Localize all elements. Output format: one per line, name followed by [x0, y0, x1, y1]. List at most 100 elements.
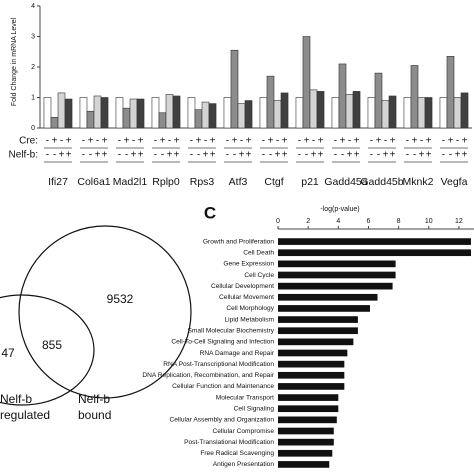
set-circle: [18, 225, 192, 399]
condition-sign: +: [210, 136, 216, 147]
bar: [79, 97, 88, 129]
condition-sign: +: [354, 150, 360, 161]
bar: [278, 305, 370, 312]
x-tick-label: Rplp0: [152, 176, 180, 188]
bar: [403, 97, 412, 129]
condition-sign: +: [59, 150, 65, 161]
bar: [295, 97, 304, 129]
y-tick-label: 2: [31, 64, 35, 71]
condition-sign: -: [204, 136, 207, 147]
y-axis-title: Fold Change in mRNA Level: [11, 17, 18, 106]
condition-sign: +: [448, 136, 454, 147]
bar: [417, 97, 426, 129]
condition-sign: +: [304, 136, 310, 147]
condition-sign: +: [282, 136, 288, 147]
bar: [194, 109, 203, 129]
condition-sign: -: [89, 150, 92, 161]
condition-sign: +: [138, 150, 144, 161]
condition-sign: +: [174, 150, 180, 161]
bar: [266, 75, 275, 129]
y-tick-label: Cellular Development: [211, 283, 274, 290]
bar: [165, 94, 174, 129]
bar: [410, 65, 419, 129]
condition-sign: -: [406, 136, 409, 147]
condition-sign: -: [53, 150, 56, 161]
condition-sign: +: [196, 136, 202, 147]
condition-sign: -: [348, 136, 351, 147]
bar: [201, 101, 210, 129]
condition-sign: +: [318, 150, 324, 161]
bar: [278, 394, 339, 401]
condition-label: Nelf-b:: [9, 150, 38, 161]
condition-sign: +: [232, 136, 238, 147]
y-tick-label: Cellular Function and Maintenance: [172, 383, 274, 390]
condition-sign: -: [384, 136, 387, 147]
y-tick-label: RNA Damage and Repair: [200, 350, 275, 357]
condition-sign: +: [455, 150, 461, 161]
bar: [367, 97, 376, 129]
condition-sign: +: [282, 150, 288, 161]
condition-sign: -: [449, 150, 452, 161]
y-tick-label: 0: [31, 125, 35, 132]
condition-sign: -: [240, 136, 243, 147]
bar: [57, 92, 66, 129]
condition-sign: +: [95, 150, 101, 161]
condition-sign: -: [82, 150, 85, 161]
y-tick-label: Cellular Assembly and Organization: [170, 417, 275, 424]
condition-sign: -: [46, 150, 49, 161]
bar: [278, 249, 471, 257]
x-tick-label: Ifi27: [48, 176, 68, 188]
condition-sign: +: [88, 136, 94, 147]
condition-sign: +: [426, 150, 432, 161]
condition-sign: +: [318, 136, 324, 147]
condition-sign: +: [347, 150, 353, 161]
condition-sign: +: [131, 150, 137, 161]
y-tick-label: Cell Morphology: [226, 305, 274, 312]
set-count: 9532: [107, 292, 134, 306]
bar: [100, 97, 109, 129]
condition-sign: -: [226, 136, 229, 147]
x-tick-label: 12: [455, 218, 463, 225]
bar: [43, 97, 52, 129]
set-label: Nelf-b: [0, 392, 32, 406]
condition-sign: +: [160, 136, 166, 147]
condition-sign: -: [312, 136, 315, 147]
condition-sign: -: [118, 150, 121, 161]
condition-sign: -: [161, 150, 164, 161]
y-tick-label: 1: [31, 94, 35, 101]
condition-sign: +: [383, 150, 389, 161]
condition-sign: -: [197, 150, 200, 161]
condition-sign: +: [52, 136, 58, 147]
bar: [278, 449, 333, 457]
condition-sign: -: [305, 150, 308, 161]
x-tick-label: Gadd45a: [324, 176, 367, 188]
set-count: 47: [1, 346, 15, 360]
bar: [259, 97, 268, 129]
condition-sign: -: [125, 150, 128, 161]
y-tick-label: Gene Expression: [223, 261, 274, 268]
condition-sign: +: [419, 150, 425, 161]
bar: [237, 103, 246, 129]
y-tick-label: Lipid Metabolism: [225, 316, 275, 323]
condition-sign: -: [233, 150, 236, 161]
bar: [446, 56, 455, 129]
y-tick-label: Cell-To-Cell Signaling and Infection: [171, 339, 274, 346]
bar: [278, 383, 345, 390]
set-label: bound: [78, 408, 111, 422]
condition-sign: +: [124, 136, 130, 147]
condition-sign: -: [276, 136, 279, 147]
condition-sign: -: [262, 136, 265, 147]
bar: [280, 92, 289, 129]
bar: [460, 92, 469, 129]
bar: [309, 89, 318, 129]
x-tick-label: p21: [301, 176, 319, 188]
bar: [244, 100, 253, 129]
condition-sign: -: [298, 150, 301, 161]
x-axis-title: -log(p-value): [320, 206, 359, 213]
panel-label: C: [204, 203, 216, 222]
bar: [331, 97, 340, 129]
bar: [374, 72, 383, 129]
y-tick-label: Free Radical Scavenging: [200, 450, 274, 457]
condition-sign: -: [262, 150, 265, 161]
bar: [278, 371, 345, 379]
